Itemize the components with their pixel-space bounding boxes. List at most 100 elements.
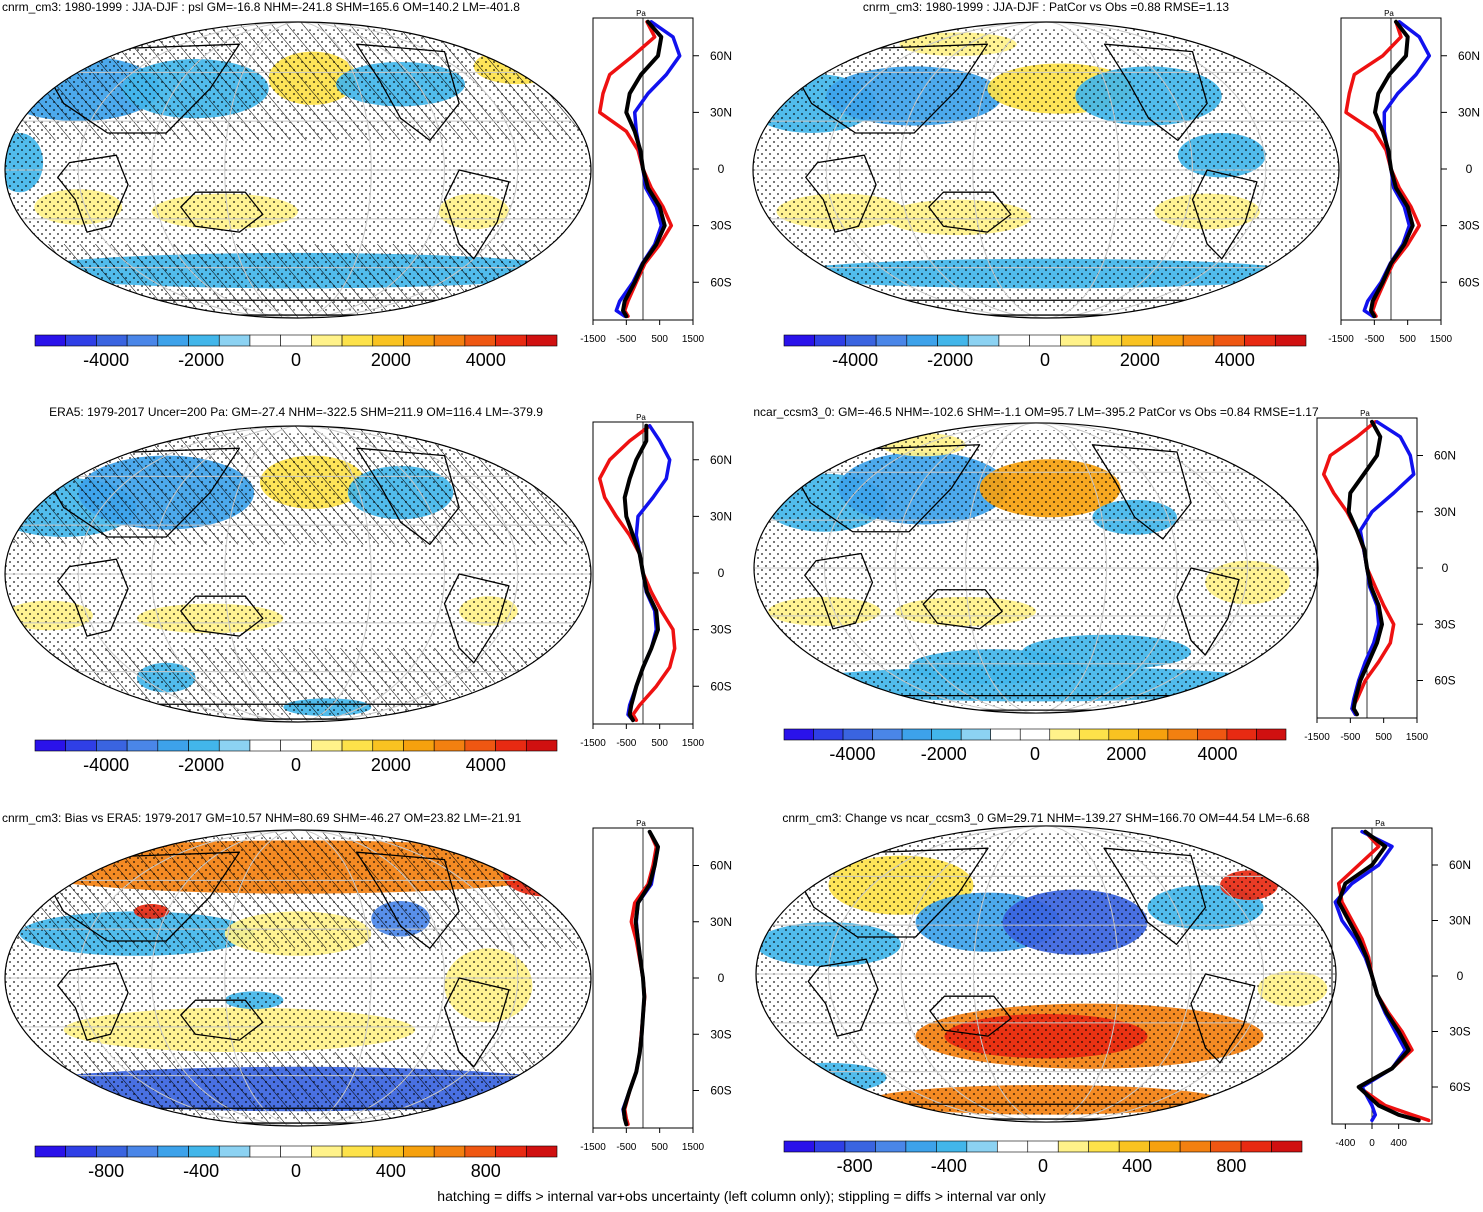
unit-label: Pa	[1375, 819, 1385, 828]
lat-tick-label: 30S	[1434, 617, 1455, 631]
continent-outline	[805, 154, 877, 233]
colorbar-swatch	[1244, 334, 1276, 347]
lat-tick-label: 60N	[1434, 449, 1456, 463]
colorbar-swatch	[931, 728, 962, 741]
continent-outline	[1103, 43, 1208, 142]
colorbar-tick-label: 0	[1040, 350, 1050, 370]
colorbar-tick-label: -800	[88, 1161, 124, 1181]
colorbar-tick-label: 800	[1216, 1156, 1246, 1176]
lat-tick-label: 30S	[710, 1027, 731, 1041]
x-tick-label: -1500	[580, 738, 606, 749]
x-tick-label: -1500	[580, 334, 606, 345]
lat-tick-label: 0	[1457, 969, 1464, 983]
colorbar-swatch	[906, 334, 938, 347]
continent-outline	[33, 851, 241, 942]
colorbar-swatch	[937, 334, 969, 347]
continent-outline	[33, 447, 241, 538]
colorbar-swatch	[1121, 334, 1153, 347]
colorbar-swatch	[65, 739, 97, 752]
colorbar-swatch	[157, 334, 189, 347]
colorbar-swatch	[845, 334, 877, 347]
colorbar-tick-label: 0	[291, 350, 301, 370]
x-tick-label: -500	[1364, 334, 1384, 345]
colorbar-swatch	[249, 334, 281, 347]
x-tick-label: 500	[651, 738, 668, 749]
panel-d: ncar_ccsm3_0: GM=-46.5 NHM=-102.6 SHM=-1…	[753, 405, 1456, 764]
colorbar-tick-label: 2000	[371, 350, 411, 370]
colorbar-swatch	[813, 728, 844, 741]
panel-c: ERA5: 1979-2017 Uncer=200 Pa: GM=-27.4 N…	[4, 405, 732, 775]
colorbar-tick-label: 400	[1122, 1156, 1152, 1176]
colorbar-tick-label: -4000	[83, 350, 129, 370]
colorbar-swatch	[1274, 334, 1307, 347]
colorbar: -800 -400 0 400 800	[783, 1140, 1303, 1176]
colorbar-swatch	[403, 739, 435, 752]
lat-tick-label: 30S	[1458, 219, 1479, 233]
colorbar-swatch	[1108, 728, 1139, 741]
colorbar-swatch	[1090, 334, 1123, 347]
zonal-frame	[1331, 827, 1433, 1125]
colorbar-swatch	[372, 739, 404, 752]
graticule-meridian	[825, 22, 1267, 318]
colorbar-swatch	[372, 1145, 404, 1158]
panel-title: cnrm_cm3: 1980-1999 : JJA-DJF : psl GM=-…	[2, 0, 520, 14]
zonal-mean-plot: Pa 60N 30N 0 30S 60S -1500 -500 500 1500	[1304, 409, 1456, 743]
colorbar-swatch	[1138, 728, 1169, 741]
lat-tick-label: 30N	[710, 105, 732, 119]
colorbar-swatch	[311, 334, 343, 347]
continent-outline	[443, 169, 510, 260]
colorbar-swatch	[280, 334, 312, 347]
colorbar-swatch	[311, 1145, 343, 1158]
colorbar-tick-label: 4000	[1215, 350, 1255, 370]
unit-label: Pa	[1360, 409, 1370, 418]
colorbar-tick-label: 800	[471, 1161, 501, 1181]
hatching-south	[5, 244, 591, 318]
continent-outline	[929, 995, 1012, 1037]
continent-outline	[443, 977, 510, 1068]
lat-tick-label: 0	[718, 566, 725, 580]
lat-tick-label: 0	[718, 162, 725, 176]
colorbar-swatch	[1049, 728, 1080, 741]
x-tick-label: 400	[1390, 1138, 1407, 1149]
colorbar-swatch	[1256, 728, 1287, 741]
continent-outline	[928, 191, 1012, 233]
lat-tick-label: 30N	[1434, 505, 1456, 519]
colorbar-swatch	[1197, 728, 1228, 741]
x-tick-label: 0	[1369, 1138, 1375, 1149]
colorbar-swatch	[96, 1145, 128, 1158]
colorbar-swatch	[96, 739, 128, 752]
colorbar-swatch	[875, 334, 908, 347]
continent-outline	[1190, 973, 1256, 1064]
hatching-south	[5, 1052, 591, 1126]
colorbar-swatch	[905, 1140, 937, 1153]
colorbar-swatch	[1118, 1140, 1150, 1153]
x-tick-label: 500	[1375, 732, 1392, 743]
map-border	[4, 425, 592, 723]
graticule-meridian	[972, 22, 1120, 318]
zonal-mean-plot: Pa 60N 30N 0 30S 60S -1500 -500 500 1500	[580, 819, 732, 1153]
continent-outline	[355, 43, 460, 142]
colorbar-swatch	[783, 728, 814, 741]
colorbar-swatch	[1271, 1140, 1303, 1153]
colorbar-swatch	[525, 739, 558, 752]
zonal-series-red	[597, 20, 674, 318]
lat-tick-label: 60N	[1458, 49, 1480, 63]
zonal-mean-plot: Pa 60N 30N 0 30S 60S -1500 -500 500 1500	[580, 9, 732, 345]
colorbar-tick-label: 2000	[371, 755, 411, 775]
x-tick-label: 500	[1399, 334, 1416, 345]
colorbar-swatch	[996, 1140, 1029, 1153]
zonal-mean-plot: Pa 60N 30N 0 30S 60S -1500 -500 500 1500	[580, 413, 732, 749]
colorbar-swatch	[311, 739, 343, 752]
continent-outline	[1103, 847, 1207, 946]
continent-outline	[922, 589, 1003, 630]
colorbar-tick-label: -4000	[832, 350, 878, 370]
colorbar: -4000 -2000 0 2000 4000	[34, 334, 558, 370]
zonal-series-black	[1369, 19, 1415, 319]
colorbar-tick-label: 0	[1038, 1156, 1048, 1176]
continent-outline	[33, 43, 241, 134]
panel-f: cnrm_cm3: Change vs ncar_ccsm3_0 GM=29.7…	[755, 811, 1471, 1176]
colorbar-tick-label: 4000	[466, 755, 506, 775]
map-border	[4, 21, 592, 319]
colorbar: -4000 -2000 0 2000 4000	[783, 334, 1307, 370]
colorbar: -4000 -2000 0 2000 4000	[34, 739, 558, 775]
